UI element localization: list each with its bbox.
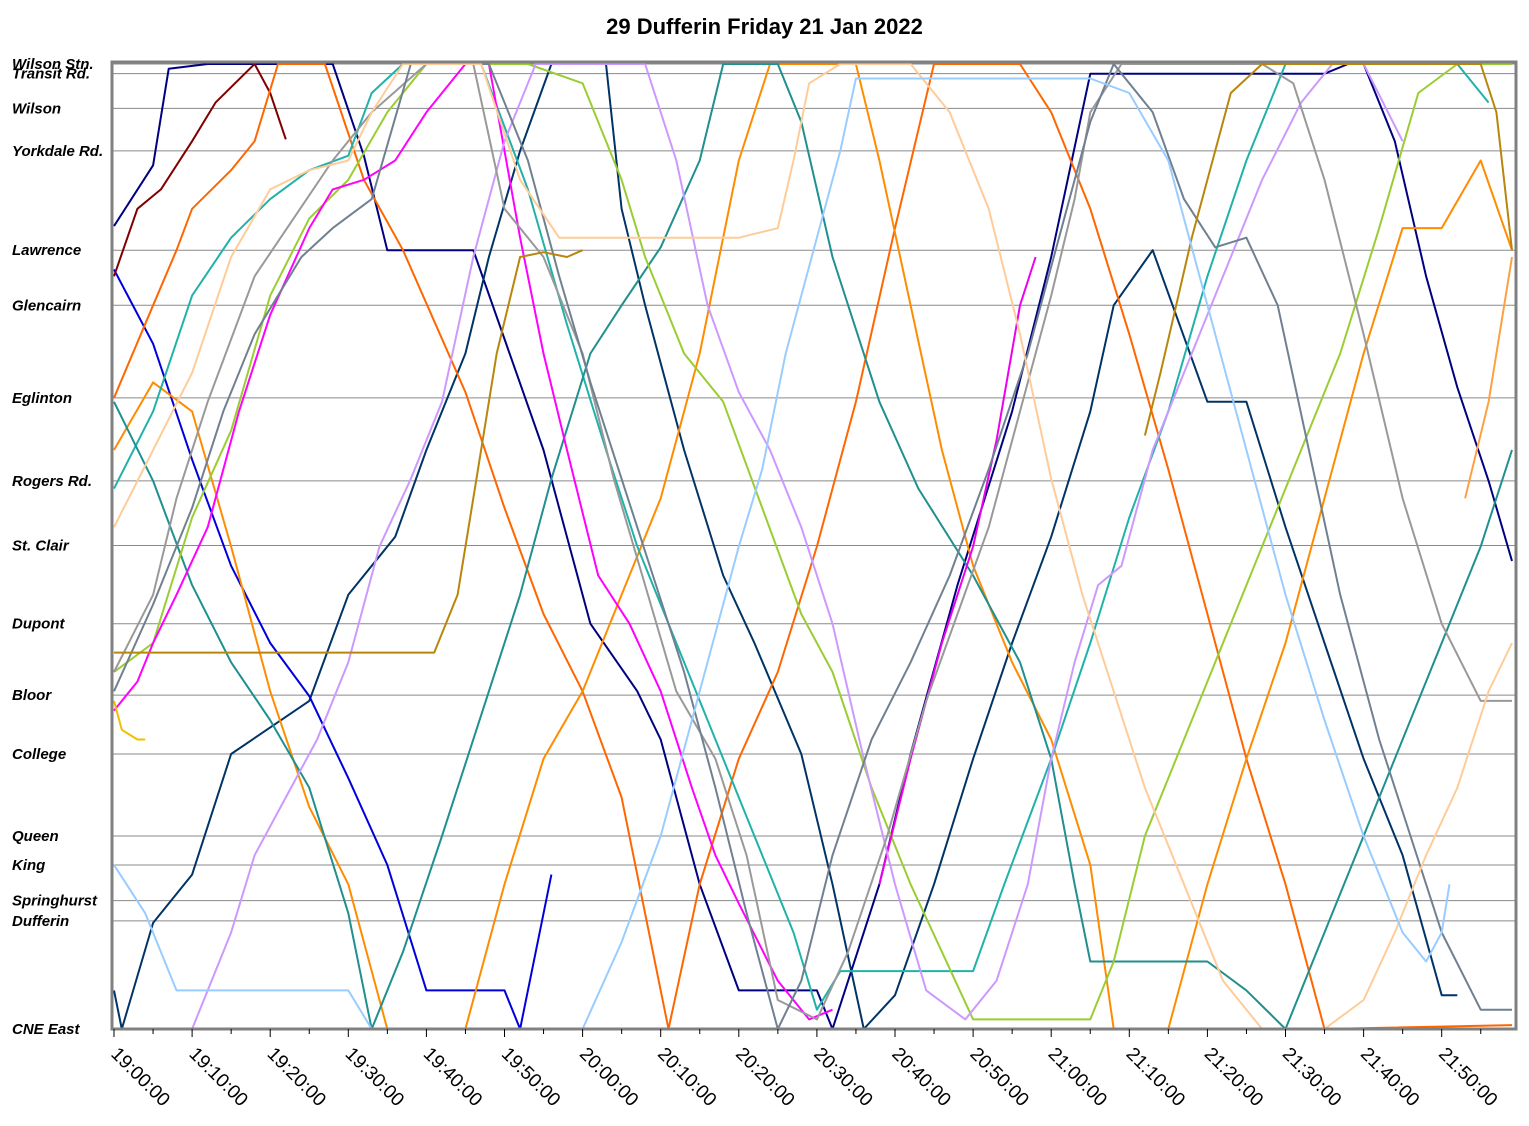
- x-tick-label: 20:00:00: [575, 1044, 642, 1111]
- vehicle-trip-line: [113, 77, 1451, 1030]
- stop-label: Queen: [12, 828, 59, 845]
- stop-label: CNE East: [12, 1021, 81, 1038]
- vehicle-trip-line: [113, 700, 146, 741]
- x-tick-label: 21:20:00: [1200, 1044, 1267, 1111]
- stop-label: St. Clair: [12, 538, 70, 555]
- vehicle-trip-line: [113, 63, 1513, 1030]
- stop-label: Dufferin: [12, 913, 69, 930]
- vehicle-trip-line: [113, 63, 1513, 1030]
- vehicle-trip-line: [1464, 256, 1513, 499]
- vehicle-trip-line: [113, 63, 1512, 1021]
- vehicle-trip-line: [113, 63, 1512, 1021]
- x-tick-label: 21:00:00: [1044, 1044, 1111, 1111]
- x-tick-label: 19:30:00: [341, 1044, 408, 1111]
- x-tick-label: 20:20:00: [731, 1044, 798, 1111]
- vehicle-trip-line: [114, 249, 583, 654]
- vehicle-trip-line: [113, 63, 1513, 1030]
- stop-label: Yorkdale Rd.: [12, 143, 103, 160]
- x-tick-label: 21:50:00: [1434, 1044, 1501, 1111]
- x-tick-label: 20:10:00: [653, 1044, 720, 1111]
- x-tick-label: 20:30:00: [809, 1044, 876, 1111]
- x-tick-label: 19:00:00: [106, 1044, 173, 1111]
- time-axis: 19:00:00 19:10:00 19:20:00 19:30:00 19:40:00…: [106, 1029, 1501, 1111]
- stop-label: College: [12, 746, 66, 763]
- stop-label: Wilson: [12, 100, 61, 117]
- vehicle-trip-line: [878, 256, 1037, 885]
- x-tick-label: 21:10:00: [1122, 1044, 1189, 1111]
- vehicle-trip-line: [113, 63, 1458, 1030]
- vehicle-trip-line: [113, 63, 287, 277]
- vehicle-trip-line: [113, 63, 1513, 1030]
- stop-labels: Wilson Stn.Transit Rd. Wilson Yorkdale Rd.…: [12, 56, 103, 1038]
- chart-title: 29 Dufferin Friday 21 Jan 2022: [606, 14, 923, 39]
- stop-label: Bloor: [12, 687, 52, 704]
- x-tick-label: 19:10:00: [185, 1044, 252, 1111]
- stop-label: Springhurst: [12, 893, 98, 910]
- grid-lines: [112, 63, 1516, 1030]
- vehicle-trip-line: [113, 269, 553, 1030]
- series-lines: [113, 63, 1513, 1030]
- stop-label: Glencairn: [12, 297, 81, 314]
- vehicle-trip-line: [113, 63, 1490, 1011]
- vehicle-trip-line: [113, 63, 1513, 1030]
- vehicle-trip-line: [113, 63, 1512, 1030]
- x-tick-label: 21:30:00: [1278, 1044, 1345, 1111]
- stop-label: King: [12, 857, 45, 874]
- vehicle-trip-line: [191, 63, 1404, 1030]
- x-tick-label: 19:20:00: [263, 1044, 330, 1111]
- stop-label: Transit Rd.: [12, 66, 90, 83]
- plot-frame: [110, 60, 1518, 1031]
- stop-label: Eglinton: [12, 390, 72, 407]
- x-tick-label: 20:50:00: [966, 1044, 1033, 1111]
- stop-label: Wilson Stn.: [12, 56, 94, 73]
- vehicle-trip-line: [1143, 63, 1513, 436]
- x-tick-label: 19:40:00: [419, 1044, 486, 1111]
- x-tick-label: 19:50:00: [497, 1044, 564, 1111]
- stop-label: Rogers Rd.: [12, 473, 92, 490]
- x-tick-label: 21:40:00: [1356, 1044, 1423, 1111]
- x-tick-label: 20:40:00: [887, 1044, 954, 1111]
- stop-label: Dupont: [12, 616, 65, 633]
- stop-label: Lawrence: [12, 242, 81, 259]
